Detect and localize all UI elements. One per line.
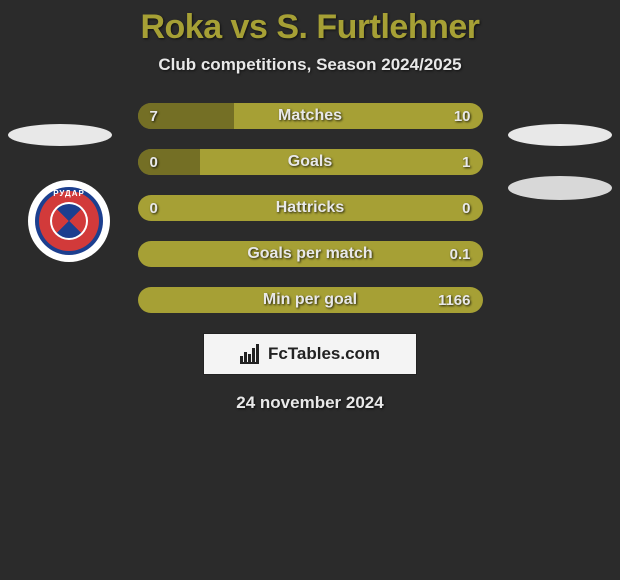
stat-bars: 7 Matches 10 0 Goals 1 0 Hattricks 0 Goa… [138, 103, 483, 313]
stat-row: Min per goal 1166 [138, 287, 483, 313]
player-right-placeholder [508, 124, 612, 146]
stat-row: 0 Hattricks 0 [138, 195, 483, 221]
stat-row: 7 Matches 10 [138, 103, 483, 129]
stat-fill-left [138, 149, 200, 175]
stat-row: 0 Goals 1 [138, 149, 483, 175]
stat-row: Goals per match 0.1 [138, 241, 483, 267]
branding-text: FcTables.com [268, 344, 380, 364]
club-badge: РУДАР [28, 180, 110, 262]
player-left-placeholder [8, 124, 112, 146]
club-badge-text: РУДАР [28, 189, 110, 198]
bar-chart-icon [240, 344, 262, 364]
branding-band: FcTables.com [203, 333, 417, 375]
player-right-placeholder-2 [508, 176, 612, 200]
subtitle: Club competitions, Season 2024/2025 [0, 55, 620, 75]
stat-fill-left [138, 103, 235, 129]
date-line: 24 november 2024 [0, 393, 620, 413]
comparison-card: Roka vs S. Furtlehner Club competitions,… [0, 0, 620, 580]
page-title: Roka vs S. Furtlehner [0, 8, 620, 47]
